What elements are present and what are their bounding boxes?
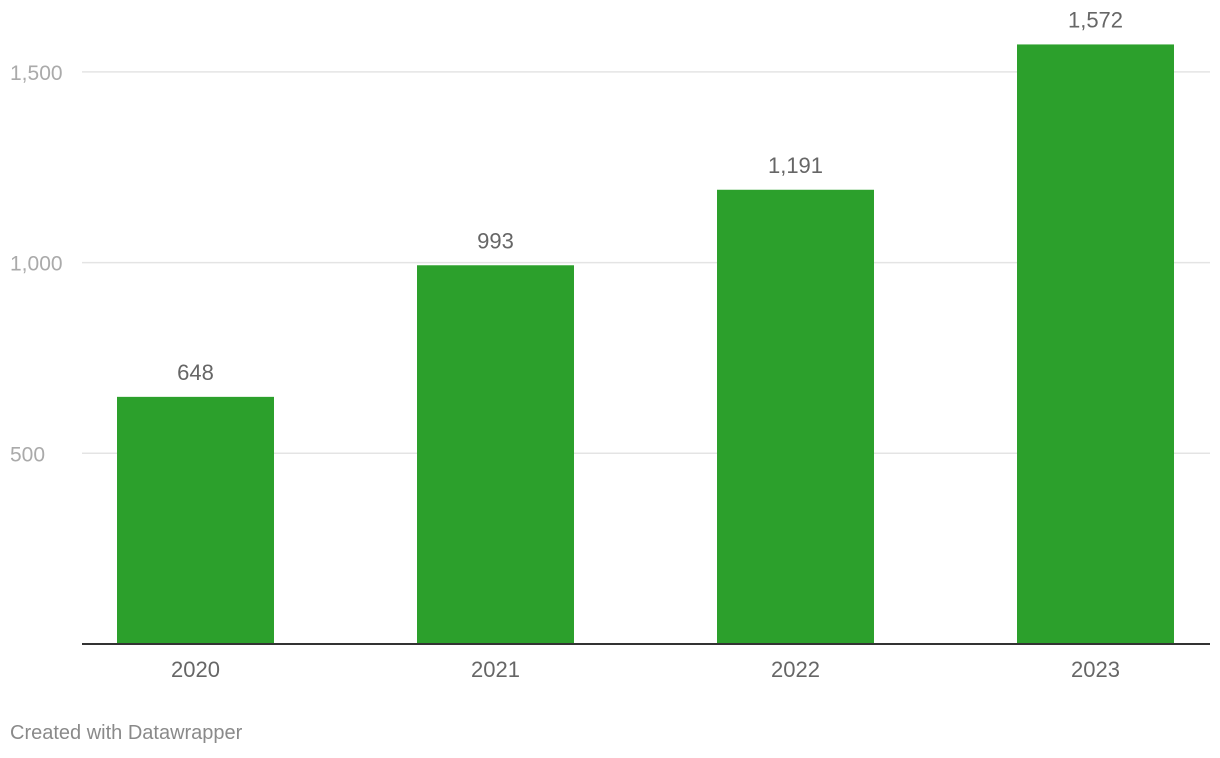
- bar-2022: [717, 189, 874, 644]
- x-axis-tick-labels: 2020 2021 2022 2023: [171, 657, 1120, 682]
- bars: [117, 44, 1174, 644]
- x-tick-label: 2020: [171, 657, 220, 682]
- x-tick-label: 2023: [1071, 657, 1120, 682]
- y-tick-label: 1,000: [10, 253, 63, 276]
- bar-value-labels: 648 993 1,191 1,572: [177, 7, 1123, 384]
- y-axis-tick-labels: 500 1,000 1,500: [10, 62, 63, 466]
- bar-2021: [417, 265, 574, 644]
- bar-value-label: 993: [477, 228, 514, 253]
- x-tick-label: 2022: [771, 657, 820, 682]
- bar-value-label: 1,572: [1068, 7, 1123, 32]
- bar-value-label: 1,191: [768, 153, 823, 178]
- bar-2023: [1017, 44, 1174, 644]
- bar-2020: [117, 396, 274, 644]
- y-tick-label: 1,500: [10, 62, 63, 85]
- datawrapper-credit: Created with Datawrapper: [10, 722, 243, 744]
- y-tick-label: 500: [10, 443, 45, 466]
- x-tick-label: 2021: [471, 657, 520, 682]
- bar-value-label: 648: [177, 360, 214, 385]
